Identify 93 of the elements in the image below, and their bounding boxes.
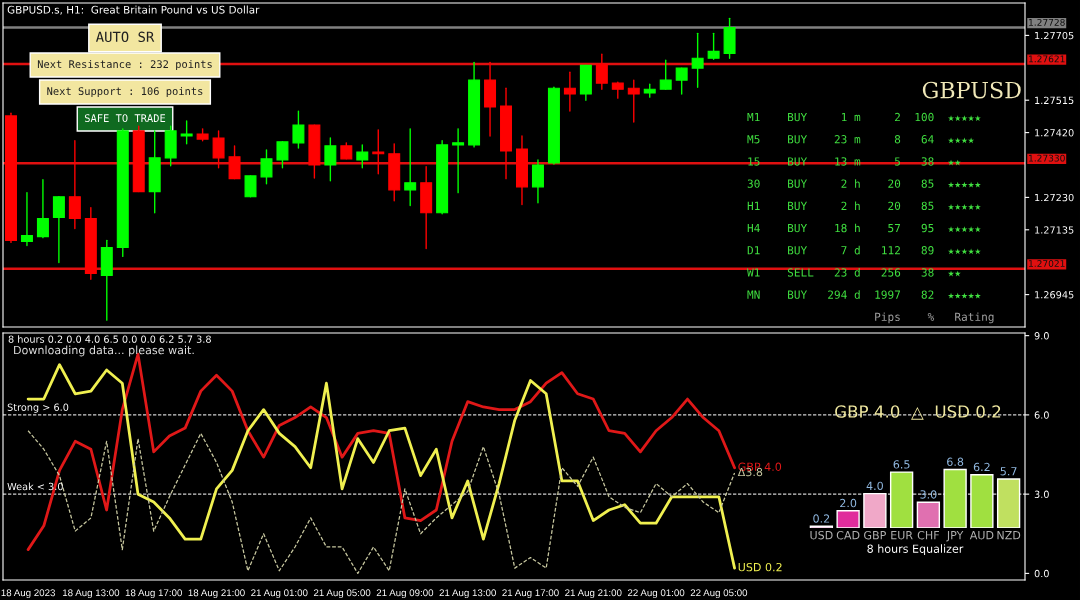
- annotation: GBPUSD: [922, 81, 1021, 99]
- candlestick: [52, 196, 65, 264]
- x-tick-label: 21 Aug 13:00: [439, 589, 496, 599]
- bar: [970, 474, 994, 528]
- y-tick-label: 9.0: [1034, 332, 1049, 340]
- candlestick: [404, 128, 417, 207]
- candlestick: [260, 149, 273, 185]
- x-tick-label: JPY: [946, 531, 964, 542]
- data-label: 6.5: [893, 460, 910, 469]
- candlestick: [180, 120, 193, 145]
- annotation: SAFE TO TRADE: [84, 114, 166, 123]
- data-label: 0.2: [813, 514, 830, 523]
- y-tick-label: 1.27420: [1035, 129, 1074, 137]
- candlestick: [563, 71, 576, 112]
- candlestick: [292, 110, 305, 149]
- y-tick-label: 1.27230: [1035, 193, 1074, 202]
- candlestick: [452, 128, 465, 194]
- annotation: Next Support : 106 points: [47, 86, 203, 98]
- annotation: H4 BUY 18 h 57 95 ★★★★★: [747, 223, 981, 233]
- candlestick: [212, 130, 225, 169]
- annotation: M1 BUY 1 m 2 100 ★★★★★: [747, 112, 981, 122]
- x-axis-title: 8 hours Equalizer: [867, 544, 964, 556]
- bar: [916, 501, 941, 528]
- x-tick-label: 18 Aug 2023: [1, 589, 55, 599]
- ref-line-label: 1.27728: [1029, 18, 1065, 26]
- x-tick-label: 18 Aug 13:00: [63, 589, 120, 599]
- candlestick: [595, 53, 608, 90]
- annotation: M5 BUY 23 m 8 64 ★★★★: [747, 135, 975, 144]
- x-tick-label: 21 Aug 01:00: [251, 589, 308, 599]
- bar: [889, 471, 914, 528]
- annotation: W1 SELL 23 d 256 38 ★★: [747, 268, 961, 277]
- annotation: 30 BUY 2 h 20 85 ★★★★★: [747, 179, 981, 188]
- data-label: 3.0: [920, 490, 937, 499]
- candlestick: [372, 129, 385, 175]
- annotation: D1 BUY 7 d 112 89 ★★★★★: [747, 245, 981, 255]
- x-tick-label: NZD: [997, 531, 1021, 540]
- candlestick: [675, 67, 688, 95]
- bar: [943, 468, 967, 528]
- candlestick: [36, 178, 49, 239]
- bar: [836, 510, 860, 528]
- y-tick-label: 1.27705: [1035, 31, 1074, 40]
- candlestick: [691, 32, 704, 88]
- x-tick-label: 22 Aug 05:00: [690, 589, 748, 599]
- ref-line-label: 1.27330: [1029, 154, 1065, 162]
- bar: [863, 492, 887, 528]
- candlestick: [627, 79, 640, 123]
- y-tick-label: 6.0: [1034, 411, 1049, 419]
- x-tick-label: 21 Aug 09:00: [376, 589, 434, 599]
- x-tick-label: 18 Aug 17:00: [125, 589, 182, 599]
- annotation: Pips % Rating: [875, 312, 994, 324]
- candlestick: [707, 32, 720, 60]
- x-tick-label: 22 Aug 01:00: [627, 589, 685, 599]
- series-label: USD 0.2: [738, 562, 782, 572]
- data-label: 6.2: [973, 462, 990, 472]
- candlestick: [20, 191, 33, 247]
- candlestick: [531, 159, 544, 204]
- candlestick: [276, 141, 289, 169]
- x-tick-label: USD: [810, 530, 833, 540]
- ref-line-label: 1.27621: [1029, 55, 1065, 63]
- data-label: 2.0: [840, 498, 857, 508]
- candlestick: [659, 59, 672, 90]
- x-tick-label: 21 Aug 05:00: [313, 589, 371, 599]
- y-tick-label: 1.27135: [1035, 226, 1074, 234]
- data-label: 4.0: [866, 481, 883, 491]
- y-tick-label: 1.27515: [1035, 96, 1074, 105]
- ref-line-label: Strong > 6.0: [7, 403, 69, 413]
- candlestick: [68, 140, 81, 230]
- y-tick-label: 1.26945: [1035, 291, 1074, 299]
- annotation: MN BUY 294 d 1997 82 ★★★★★: [747, 290, 981, 299]
- x-tick-label: AUD: [969, 531, 994, 540]
- candlestick: [244, 175, 257, 198]
- y-tick-label: 3.0: [1034, 490, 1049, 498]
- x-tick-label: 21 Aug 21:00: [565, 589, 622, 599]
- ref-line-label: 1.27021: [1029, 260, 1065, 267]
- candlestick: [356, 144, 369, 169]
- candlestick: [324, 137, 337, 182]
- candlestick: [228, 145, 241, 180]
- x-tick-label: GBP: [864, 530, 886, 540]
- annotation: AUTO SR: [95, 31, 155, 43]
- x-tick-label: 21 Aug 17:00: [502, 589, 559, 599]
- annotation: 8 hours 0.2 0.0 4.0 6.5 0.0 0.0 6.2 5.7 3.8: [8, 335, 211, 343]
- data-label: 5.7: [1000, 467, 1017, 476]
- annotation: Next Resistance : 232 points: [37, 59, 212, 71]
- y-tick-label: 0.0: [1034, 569, 1049, 578]
- x-tick-label: CAD: [836, 530, 860, 540]
- bar: [996, 478, 1021, 528]
- x-tick-label: 18 Aug 21:00: [188, 589, 245, 599]
- x-tick-label: CHF: [917, 530, 939, 540]
- data-label: 6.8: [947, 457, 964, 466]
- x-tick-label: EUR: [891, 531, 913, 540]
- annotation: Downloading data... please wait.: [14, 345, 194, 357]
- chart-title: GBPUSD.s, H1: Great Britain Pound vs US Dollar: [7, 5, 260, 15]
- annotation: H1 BUY 2 h 20 85 ★★★★★: [747, 201, 981, 211]
